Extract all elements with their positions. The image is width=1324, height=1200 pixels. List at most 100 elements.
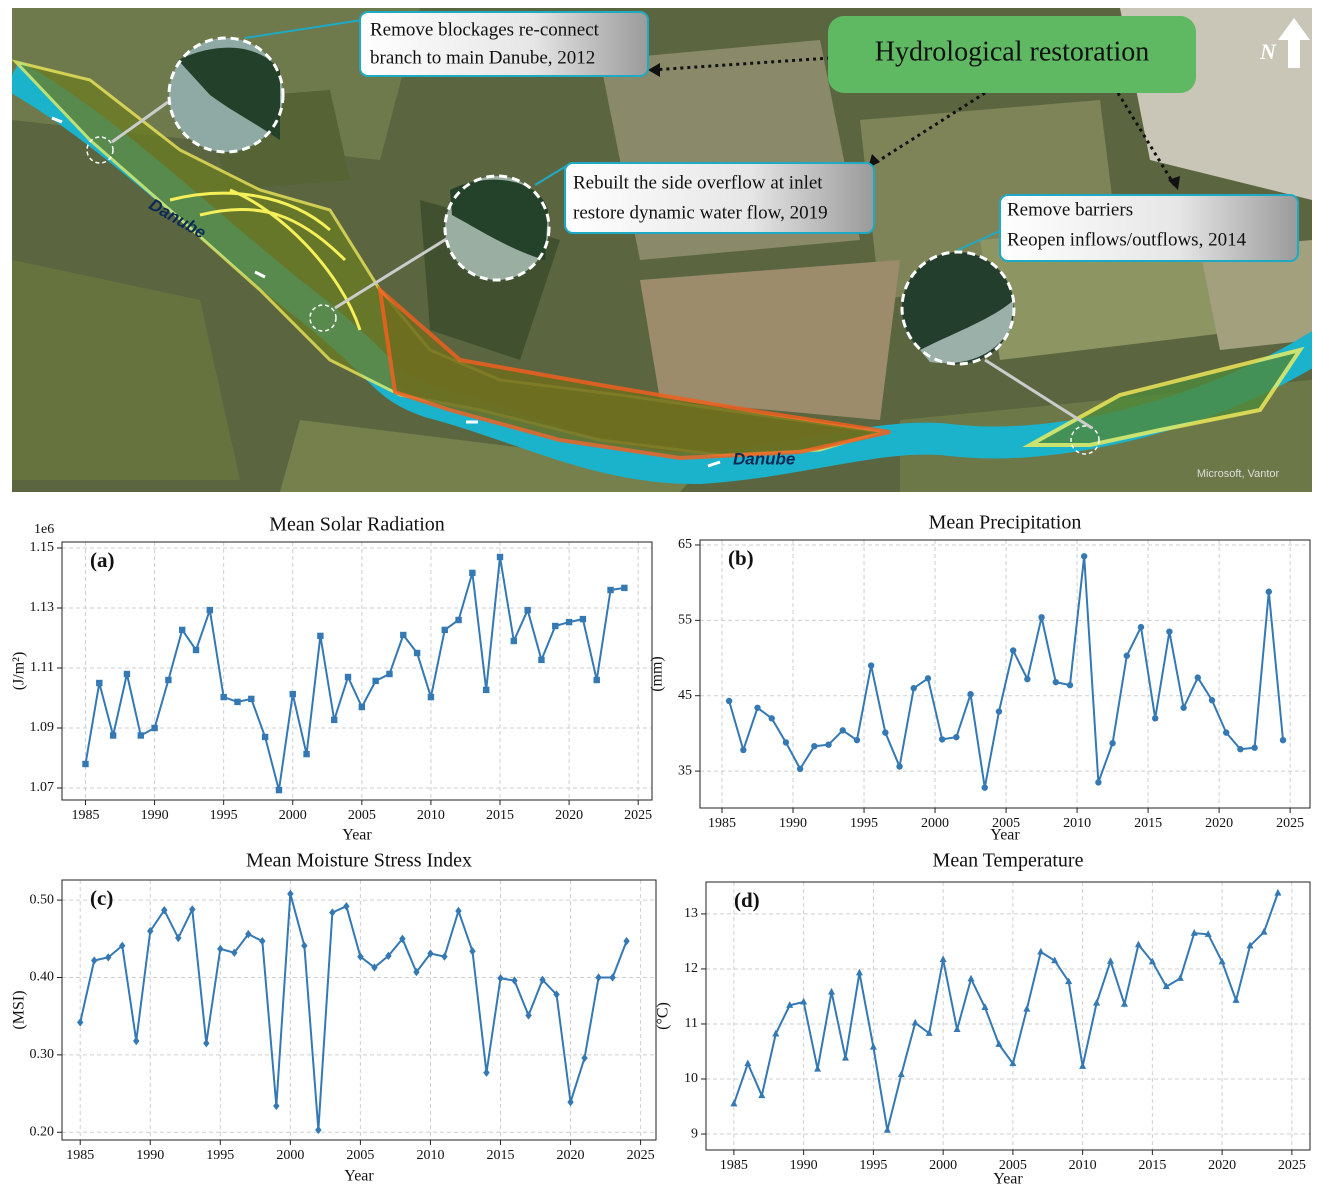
data-point (839, 727, 846, 734)
data-point (828, 987, 836, 995)
data-point (1080, 553, 1088, 560)
data-point (782, 739, 790, 746)
data-point (413, 967, 420, 977)
data-point (552, 622, 559, 630)
data-point (234, 698, 241, 706)
x-tick-label: 1990 (779, 816, 807, 831)
data-point (524, 606, 531, 614)
data-point (147, 926, 154, 936)
data-point (579, 615, 587, 623)
data-point (967, 974, 975, 982)
data-point (938, 736, 946, 743)
data-point (1120, 1000, 1128, 1007)
panel-label: (b) (728, 546, 754, 570)
chart-title: Mean Moisture Stress Index (246, 850, 472, 872)
inset-3 (900, 250, 1016, 366)
data-point (581, 1053, 588, 1063)
data-point (939, 955, 947, 963)
data-point (161, 906, 168, 915)
data-point (165, 676, 172, 684)
data-point (427, 949, 434, 958)
data-point (358, 703, 366, 711)
plot-frame (61, 879, 657, 1141)
data-point (814, 1064, 822, 1072)
data-point (317, 632, 324, 640)
data-point (82, 760, 89, 768)
data-point (1037, 947, 1045, 955)
data-point (925, 1029, 933, 1036)
inset-2 (443, 174, 551, 282)
y-tick-label: 11 (685, 1016, 698, 1031)
data-point (910, 684, 917, 692)
x-axis-label: Year (990, 827, 1020, 844)
x-tick-label: 2015 (486, 1148, 514, 1163)
inset-1 (167, 36, 285, 154)
y-tick-label: 0.40 (30, 970, 55, 985)
x-tick-label: 2000 (921, 816, 949, 831)
data-point (1148, 957, 1156, 965)
plot-frame (699, 539, 1311, 809)
data-point (768, 715, 775, 722)
y-tick-label: 0.20 (30, 1124, 55, 1139)
chart-title: Mean Temperature (933, 850, 1084, 872)
data-point (1051, 956, 1059, 964)
x-tick-label: 2010 (1069, 1158, 1097, 1173)
y-axis-label: (mm) (649, 656, 666, 692)
data-point (301, 941, 308, 950)
x-tick-label: 2000 (279, 808, 307, 823)
y-tick-label: 1.11 (30, 660, 54, 675)
x-tick-label: 2005 (999, 1158, 1027, 1173)
y-axis-label: (°C) (655, 1002, 672, 1030)
data-point (1024, 675, 1031, 683)
data-point (315, 1125, 322, 1135)
data-point (855, 968, 863, 976)
y-tick-label: 55 (678, 613, 692, 628)
annotation: Remove barriers (1007, 199, 1133, 220)
river-label: Danube (733, 449, 795, 468)
x-axis-label: Year (993, 1171, 1023, 1188)
credit: Microsoft, Vantor (1197, 468, 1280, 480)
data-point (441, 626, 448, 634)
data-point (1246, 941, 1254, 949)
data-line (79, 893, 628, 1131)
data-point (896, 763, 903, 770)
data-point (496, 553, 504, 561)
x-tick-label: 2010 (416, 1148, 444, 1163)
y-tick-label: 12 (684, 961, 698, 976)
data-point (96, 679, 103, 687)
data-point (189, 905, 196, 914)
data-point (595, 973, 602, 982)
data-point (245, 930, 252, 939)
data-point (482, 686, 490, 694)
data-point (1279, 736, 1287, 744)
data-point (1162, 982, 1170, 990)
panel-label: (d) (734, 888, 760, 912)
data-point (981, 1003, 989, 1011)
data-point (772, 1029, 780, 1037)
x-tick-label: 2015 (1138, 1158, 1166, 1173)
x-tick-label: 2010 (417, 808, 445, 823)
chart-title: Mean Solar Radiation (269, 514, 445, 536)
data-point (1208, 697, 1216, 704)
x-tick-label: 1995 (210, 808, 238, 823)
data-point (175, 933, 182, 943)
data-point (796, 765, 804, 773)
data-point (119, 941, 126, 950)
data-point (1134, 940, 1142, 948)
data-point (1009, 647, 1017, 654)
data-point (151, 724, 158, 732)
data-line (84, 556, 625, 791)
annotation: Rebuilt the side overflow at inlet (573, 172, 823, 193)
data-point (525, 1011, 532, 1020)
data-point (203, 1039, 210, 1048)
x-tick-label: 1990 (141, 808, 169, 823)
data-point (109, 732, 117, 739)
data-point (825, 741, 832, 748)
annotation: restore dynamic water flow, 2019 (573, 202, 828, 223)
data-point (1123, 652, 1130, 659)
data-point (1038, 614, 1045, 621)
annotation: Reopen inflows/outflows, 2014 (1007, 229, 1247, 250)
data-point (399, 934, 406, 943)
data-point (800, 997, 808, 1005)
